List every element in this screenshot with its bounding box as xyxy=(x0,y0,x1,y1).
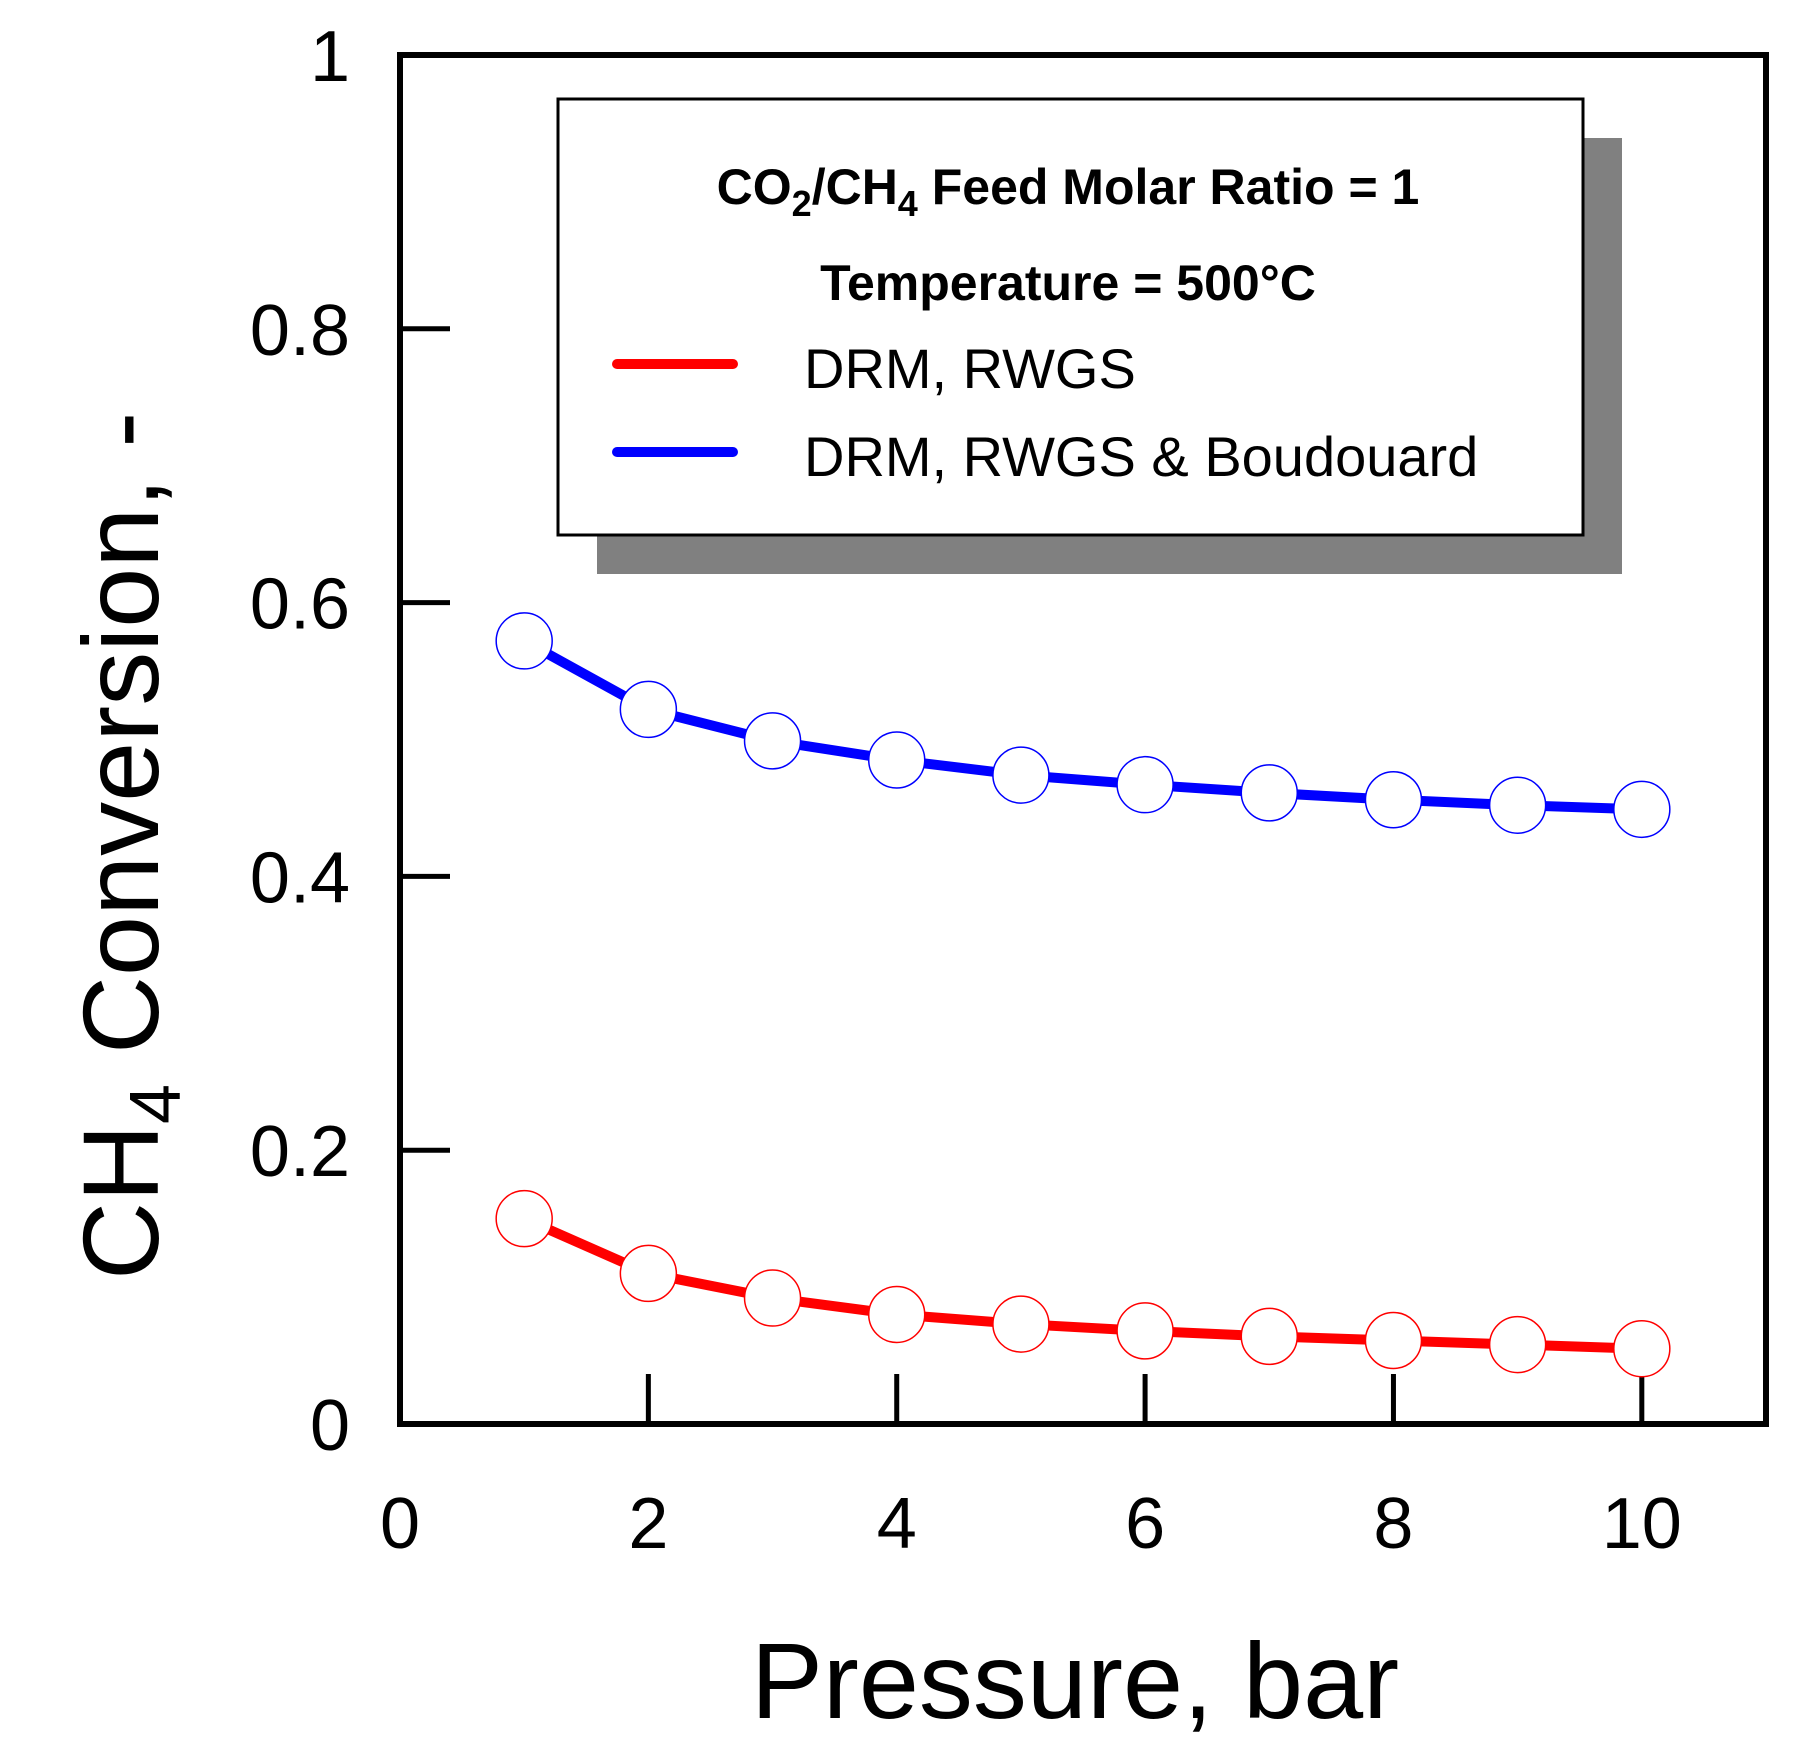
legend-header-temperature: Temperature = 500°C xyxy=(820,255,1316,311)
x-tick-label: 8 xyxy=(1373,1484,1413,1564)
legend-label-drm-rwgs-boudouard: DRM, RWGS & Boudouard xyxy=(804,425,1478,488)
y-tick-label: 0 xyxy=(310,1386,350,1466)
legend-header-ratio: CO2/CH4 Feed Molar Ratio = 1 xyxy=(717,159,1420,224)
y-tick-label: 1 xyxy=(310,17,350,97)
y-tick-label: 0.4 xyxy=(250,838,350,918)
x-tick-label: 4 xyxy=(877,1484,917,1564)
data-point xyxy=(1364,1311,1423,1370)
legend: CO2/CH4 Feed Molar Ratio = 1 Temperature… xyxy=(556,97,1622,574)
plot-frame xyxy=(397,52,1769,1427)
x-tick-label: 0 xyxy=(380,1484,420,1564)
data-point xyxy=(992,746,1050,804)
data-point xyxy=(495,612,553,670)
data-point xyxy=(1116,1302,1174,1360)
y-tick-label: 0.6 xyxy=(250,565,350,645)
series-line-1 xyxy=(519,635,1647,815)
data-point xyxy=(1240,764,1299,822)
y-tick-label: 0.2 xyxy=(250,1112,350,1192)
y-axis-title-main: CH xyxy=(60,1124,181,1280)
data-point xyxy=(743,712,802,770)
data-point xyxy=(1488,1315,1547,1374)
y-axis-title-rest: Conversion, - xyxy=(60,412,181,1084)
x-tick-label: 6 xyxy=(1125,1484,1165,1564)
y-axis-title: CH4 Conversion, - xyxy=(60,412,196,1280)
x-tick-label: 2 xyxy=(628,1484,668,1564)
data-point xyxy=(1613,780,1671,839)
legend-label-drm-rwgs: DRM, RWGS xyxy=(804,337,1136,400)
data-point xyxy=(1364,770,1423,829)
data-point xyxy=(619,680,678,739)
ticks-layer: 00.20.40.60.810 2 4 6 8 10 xyxy=(250,17,1682,1564)
svg-text:CH4 Conversion, -: CH4 Conversion, - xyxy=(60,412,196,1280)
data-point xyxy=(743,1269,802,1327)
y-tick-label: 0.8 xyxy=(250,291,350,371)
series-line-0 xyxy=(519,1213,1647,1354)
legend-box xyxy=(556,97,1585,537)
data-point xyxy=(495,1189,553,1248)
data-point xyxy=(1116,755,1174,814)
data-point xyxy=(1613,1319,1671,1378)
data-point xyxy=(867,731,926,789)
x-axis-title: Pressure, bar xyxy=(751,1620,1399,1741)
data-point xyxy=(867,1285,926,1344)
data-point xyxy=(1488,776,1547,834)
data-point xyxy=(992,1295,1050,1353)
series-layer xyxy=(495,612,1671,1378)
data-point xyxy=(619,1244,678,1303)
data-point xyxy=(1240,1307,1299,1366)
x-tick-label: 10 xyxy=(1602,1484,1682,1564)
y-axis-title-sub: 4 xyxy=(116,1084,196,1124)
